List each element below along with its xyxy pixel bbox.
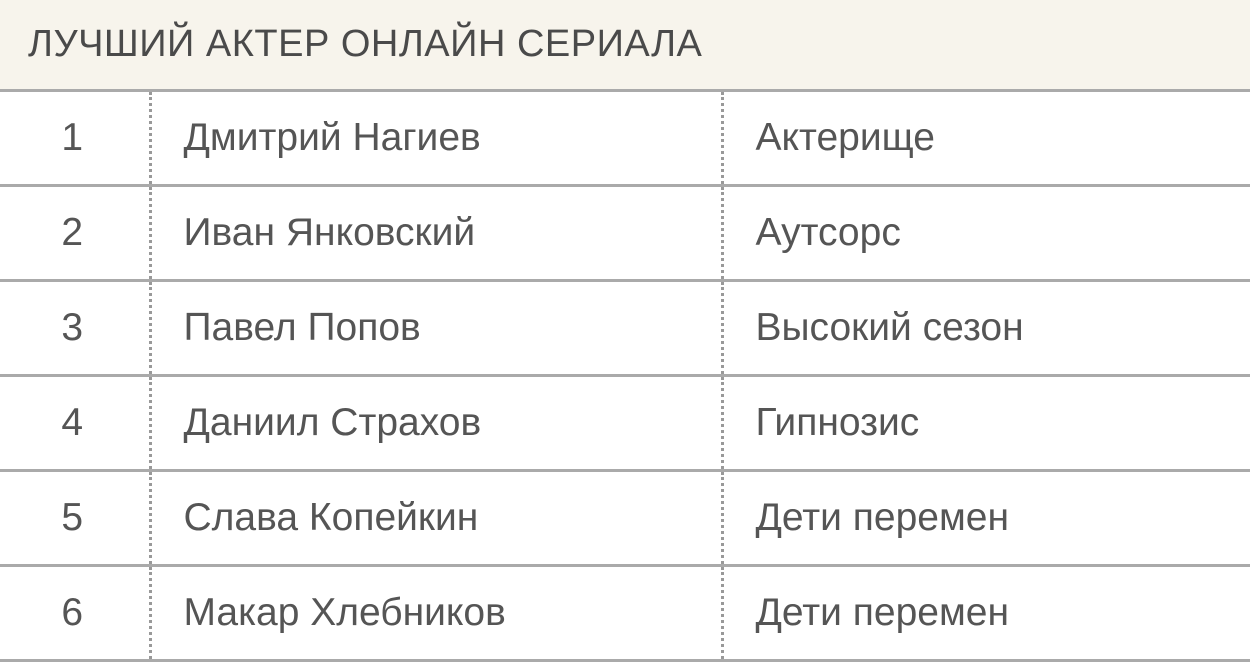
- rank-cell: 5: [0, 470, 152, 566]
- ranking-table: 1 Дмитрий Нагиев Актерище 2 Иван Янковский Ау…: [0, 89, 1250, 662]
- series-cell: Аутсорс: [755, 211, 901, 254]
- table-row: 4 Даниил Страхов Гипнозис: [0, 375, 1250, 471]
- actor-cell: Иван Янковский: [150, 185, 724, 281]
- rank-cell: 4: [0, 375, 152, 471]
- rank-cell: 6: [0, 565, 152, 661]
- actor-cell: Слава Копейкин: [150, 470, 724, 566]
- rank-cell: 1: [0, 90, 152, 186]
- series-cell: Высокий сезон: [755, 306, 1024, 349]
- table-row: 2 Иван Янковский Аутсорс: [0, 185, 1250, 281]
- table-row: 1 Дмитрий Нагиев Актерище: [0, 90, 1250, 186]
- table-row: 3 Павел Попов Высокий сезон: [0, 280, 1250, 376]
- rank-cell: 3: [0, 280, 152, 376]
- series-cell: Гипнозис: [755, 401, 920, 444]
- table-row: 6 Макар Хлебников Дети перемен: [0, 565, 1250, 661]
- rank-cell: 2: [0, 185, 152, 281]
- actor-cell: Даниил Страхов: [150, 375, 724, 471]
- table-title: ЛУЧШИЙ АКТЕР ОНЛАЙН СЕРИАЛА: [0, 0, 1250, 89]
- series-cell: Дети перемен: [755, 591, 1010, 634]
- series-cell: Дети перемен: [755, 496, 1010, 539]
- actor-cell: Дмитрий Нагиев: [150, 90, 724, 186]
- table-row: 5 Слава Копейкин Дети перемен: [0, 470, 1250, 566]
- series-cell: Актерище: [755, 116, 935, 159]
- actor-cell: Макар Хлебников: [150, 565, 724, 661]
- actor-cell: Павел Попов: [150, 280, 724, 376]
